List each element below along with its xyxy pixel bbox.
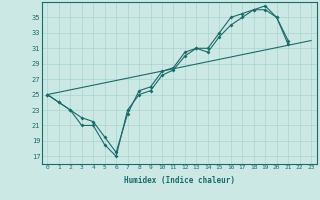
X-axis label: Humidex (Indice chaleur): Humidex (Indice chaleur) — [124, 176, 235, 185]
